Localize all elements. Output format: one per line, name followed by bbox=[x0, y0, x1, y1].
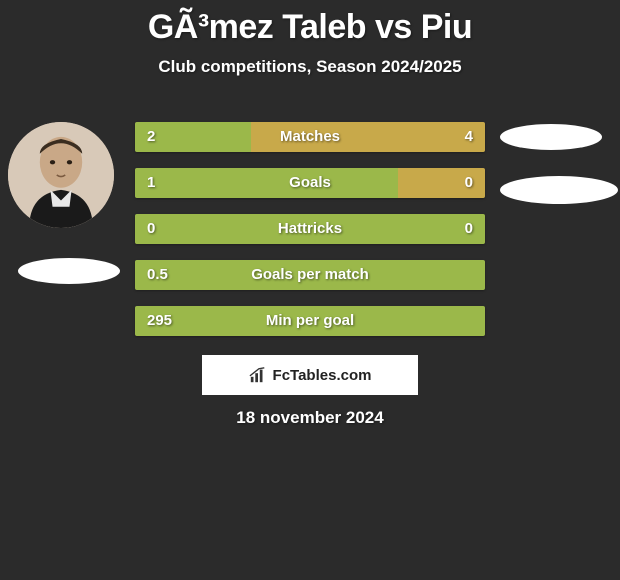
bar-value-left: 1 bbox=[147, 168, 155, 198]
logo-text: FcTables.com bbox=[273, 367, 372, 384]
bar-value-left: 295 bbox=[147, 306, 172, 336]
bar-label: Hattricks bbox=[135, 214, 485, 244]
bar-value-left: 2 bbox=[147, 122, 155, 152]
stat-bar-goals: Goals1 0 bbox=[135, 168, 485, 198]
bar-label: Goals per match bbox=[135, 260, 485, 290]
stat-bar-matches: Matches2 4 bbox=[135, 122, 485, 152]
team-badge-right-2 bbox=[500, 176, 618, 204]
bar-value-right: 0 bbox=[465, 214, 473, 244]
subtitle: Club competitions, Season 2024/2025 bbox=[0, 57, 620, 77]
bar-value-right: 4 bbox=[465, 122, 473, 152]
comparison-infographic: GÃ³mez Taleb vs Piu Club competitions, S… bbox=[0, 0, 620, 580]
page-title: GÃ³mez Taleb vs Piu bbox=[0, 0, 620, 47]
bar-label: Min per goal bbox=[135, 306, 485, 336]
date-label: 18 november 2024 bbox=[0, 408, 620, 428]
stat-bar-goals-per-match: Goals per match0.5 bbox=[135, 260, 485, 290]
chart-icon bbox=[249, 366, 267, 384]
bar-label: Matches bbox=[135, 122, 485, 152]
team-badge-left bbox=[18, 258, 120, 284]
bar-value-left: 0.5 bbox=[147, 260, 168, 290]
stat-bar-hattricks: Hattricks0 0 bbox=[135, 214, 485, 244]
person-icon bbox=[8, 122, 114, 228]
player-left-avatar bbox=[8, 122, 114, 228]
bar-value-right: 0 bbox=[465, 168, 473, 198]
stat-bar-min-per-goal: Min per goal295 bbox=[135, 306, 485, 336]
bar-label: Goals bbox=[135, 168, 485, 198]
stat-bars: Matches24Goals10Hattricks00Goals per mat… bbox=[135, 122, 485, 352]
team-badge-right-1 bbox=[500, 124, 602, 150]
bar-value-left: 0 bbox=[147, 214, 155, 244]
source-logo: FcTables.com bbox=[202, 355, 418, 395]
